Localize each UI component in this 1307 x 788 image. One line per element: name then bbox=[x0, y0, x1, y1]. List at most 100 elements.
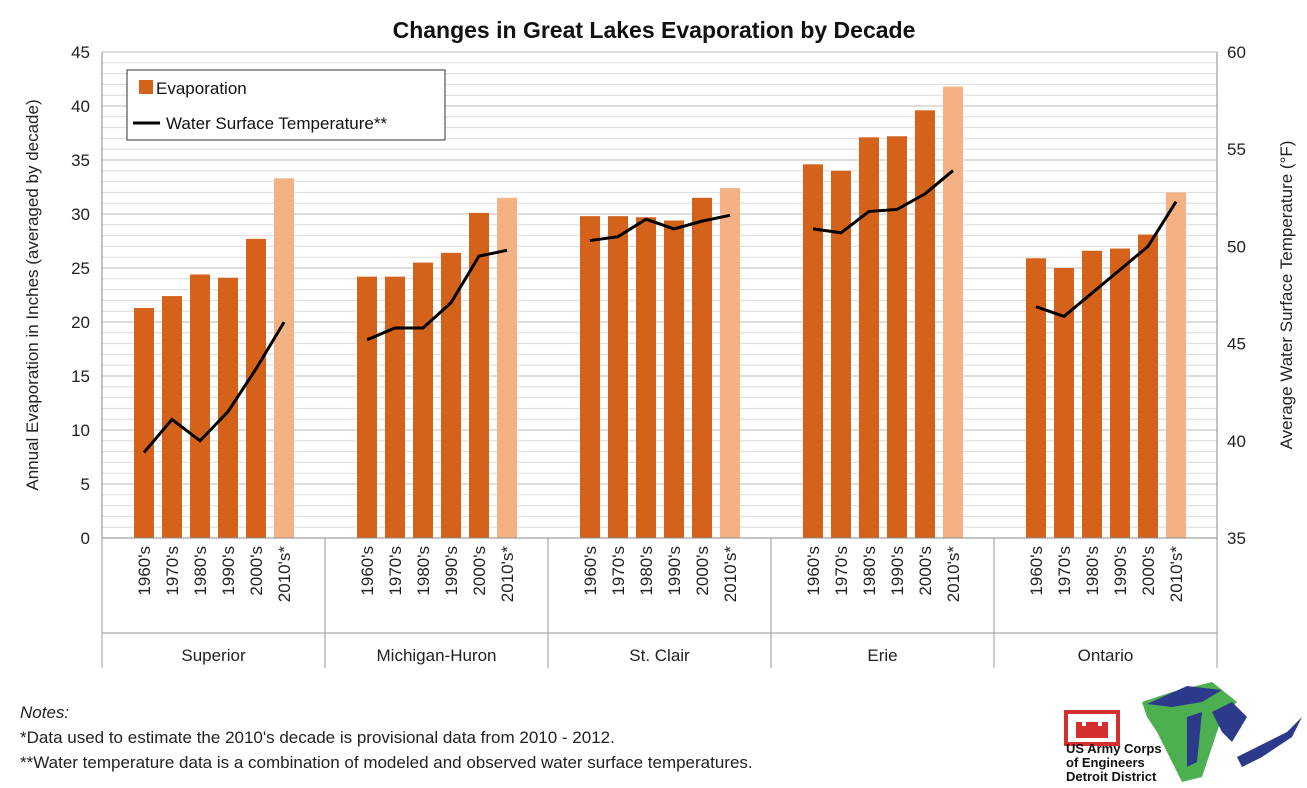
great-lakes-water-icon bbox=[1147, 686, 1302, 767]
logo-text: US Army Corps of Engineers Detroit Distr… bbox=[1066, 741, 1162, 784]
x-tick-label: 2000's bbox=[247, 546, 266, 596]
bar-st-clair-1970 bbox=[608, 216, 628, 538]
y-tick-label: 0 bbox=[81, 529, 90, 548]
bar-ontario-1970 bbox=[1054, 268, 1074, 538]
bar-superior-2000 bbox=[246, 238, 266, 538]
x-tick-label: 2000's bbox=[1139, 546, 1158, 596]
y2-axis-label: Average Water Surface Temperature (°F) bbox=[1277, 141, 1296, 450]
bar-michigan-huron-1960 bbox=[357, 276, 377, 538]
notes-heading: Notes: bbox=[20, 703, 70, 722]
bar-superior-2010 bbox=[274, 178, 294, 539]
bar-erie-1980 bbox=[859, 137, 879, 538]
temperature-line-michigan-huron bbox=[366, 248, 508, 342]
note-1: *Data used to estimate the 2010's decade… bbox=[20, 728, 615, 747]
bar-erie-2000 bbox=[915, 110, 935, 538]
x-tick-label: 1970's bbox=[832, 546, 851, 596]
y2-tick-label: 45 bbox=[1227, 335, 1246, 354]
bar-erie-2010 bbox=[943, 86, 963, 538]
note-2: **Water temperature data is a combinatio… bbox=[20, 753, 753, 772]
x-tick-label: 1960's bbox=[135, 546, 154, 596]
x-tick-label: 1970's bbox=[1055, 546, 1074, 596]
group-label: St. Clair bbox=[629, 646, 690, 665]
y2-tick-label: 40 bbox=[1227, 432, 1246, 451]
y2-tick-label: 55 bbox=[1227, 140, 1246, 159]
y-tick-label: 10 bbox=[71, 421, 90, 440]
x-tick-label: 1990's bbox=[888, 546, 907, 596]
group-label: Erie bbox=[867, 646, 897, 665]
legend-swatch-evaporation bbox=[139, 80, 153, 94]
x-tick-label: 1990's bbox=[1111, 546, 1130, 596]
bar-michigan-huron-1990 bbox=[441, 252, 461, 538]
group-label: Superior bbox=[181, 646, 246, 665]
y2-tick-label: 50 bbox=[1227, 237, 1246, 256]
notes: Notes: *Data used to estimate the 2010's… bbox=[20, 700, 753, 775]
x-tick-label: 2010's* bbox=[1167, 546, 1186, 603]
bar-michigan-huron-1970 bbox=[385, 276, 405, 538]
bar-ontario-1960 bbox=[1026, 258, 1046, 538]
temperature-line-ontario bbox=[1035, 200, 1178, 319]
group-label: Michigan-Huron bbox=[377, 646, 497, 665]
legend-label-evaporation: Evaporation bbox=[156, 79, 247, 98]
x-tick-label: 1960's bbox=[804, 546, 823, 596]
usace-logo bbox=[1064, 682, 1302, 782]
bar-michigan-huron-2000 bbox=[469, 212, 489, 539]
bar-michigan-huron-1980 bbox=[413, 262, 433, 538]
x-tick-label: 1970's bbox=[609, 546, 628, 596]
temperature-line-superior bbox=[142, 321, 286, 454]
bar-superior-1970 bbox=[162, 296, 182, 538]
bar-ontario-1990 bbox=[1110, 248, 1130, 538]
x-tick-label: 2000's bbox=[916, 546, 935, 596]
temperature-line-st-clair bbox=[589, 213, 731, 243]
y2-tick-label: 35 bbox=[1227, 529, 1246, 548]
y-tick-label: 5 bbox=[81, 475, 90, 494]
bar-ontario-2000 bbox=[1138, 234, 1158, 538]
y-tick-label: 35 bbox=[71, 151, 90, 170]
temperature-line-erie bbox=[812, 169, 954, 235]
bar-superior-1960 bbox=[134, 307, 154, 538]
x-tick-label: 1980's bbox=[860, 546, 879, 596]
legend: Evaporation Water Surface Temperature** bbox=[126, 69, 446, 141]
bar-superior-1990 bbox=[218, 277, 238, 538]
x-tick-label: 2000's bbox=[693, 546, 712, 596]
x-tick-label: 2010's* bbox=[721, 546, 740, 603]
bar-ontario-1980 bbox=[1082, 250, 1102, 538]
x-tick-label: 1980's bbox=[1083, 546, 1102, 596]
chart-svg: Changes in Great Lakes Evaporation by De… bbox=[23, 17, 1296, 668]
x-tick-label: 1960's bbox=[1027, 546, 1046, 596]
bar-st-clair-1990 bbox=[664, 220, 684, 539]
x-tick-label: 1960's bbox=[358, 546, 377, 596]
legend-label-temperature: Water Surface Temperature** bbox=[166, 114, 387, 133]
y-tick-label: 25 bbox=[71, 259, 90, 278]
x-tick-label: 1990's bbox=[665, 546, 684, 596]
bar-erie-1990 bbox=[887, 136, 907, 539]
y-tick-label: 30 bbox=[71, 205, 90, 224]
y-tick-label: 20 bbox=[71, 313, 90, 332]
x-tick-label: 1970's bbox=[163, 546, 182, 596]
y-tick-label: 45 bbox=[71, 43, 90, 62]
x-tick-label: 2010's* bbox=[275, 546, 294, 603]
group-label: Ontario bbox=[1078, 646, 1134, 665]
bar-st-clair-2010 bbox=[720, 188, 740, 538]
bar-ontario-2010 bbox=[1166, 192, 1186, 538]
x-tick-label: 1960's bbox=[581, 546, 600, 596]
y-axis-label: Annual Evaporation in Inches (averaged b… bbox=[23, 99, 42, 490]
bar-michigan-huron-2010 bbox=[497, 197, 517, 539]
x-tick-label: 1980's bbox=[637, 546, 656, 596]
x-tick-label: 1980's bbox=[414, 546, 433, 596]
bar-st-clair-1960 bbox=[580, 216, 600, 538]
x-tick-label: 1990's bbox=[219, 546, 238, 596]
x-tick-label: 1990's bbox=[442, 546, 461, 596]
x-tick-label: 2010's* bbox=[498, 546, 517, 603]
bar-superior-1980 bbox=[190, 274, 210, 538]
bar-erie-1960 bbox=[803, 164, 823, 538]
y2-tick-label: 60 bbox=[1227, 43, 1246, 62]
x-tick-label: 2010's* bbox=[944, 546, 963, 603]
y-tick-label: 40 bbox=[71, 97, 90, 116]
chart-title: Changes in Great Lakes Evaporation by De… bbox=[393, 17, 916, 43]
y-tick-label: 15 bbox=[71, 367, 90, 386]
x-tick-label: 2000's bbox=[470, 546, 489, 596]
bar-st-clair-1980 bbox=[636, 217, 656, 539]
bar-st-clair-2000 bbox=[692, 197, 712, 539]
bar-erie-1970 bbox=[831, 170, 851, 539]
